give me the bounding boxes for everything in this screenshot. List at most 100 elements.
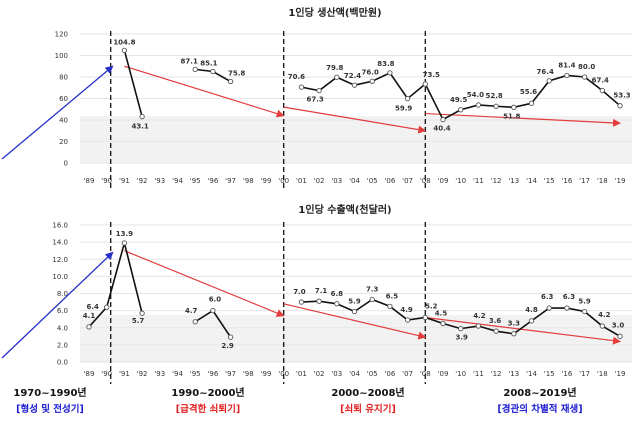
data-label: 53.3 — [613, 92, 630, 100]
data-label: 43.1 — [131, 123, 148, 131]
x-tick-label: '17 — [579, 177, 590, 185]
x-tick-label: '99 — [261, 370, 272, 378]
data-point — [458, 325, 464, 332]
growth-arrow — [1, 251, 114, 359]
period-description: [경관의 차별적 재생] — [497, 403, 582, 415]
x-tick-label: '06 — [384, 177, 395, 185]
x-tick-label: '12 — [491, 370, 502, 378]
data-point — [298, 84, 305, 90]
data-point — [387, 303, 393, 309]
x-tick-label: '08 — [420, 177, 431, 185]
data-label: 13.9 — [116, 230, 133, 238]
y-tick-label: 20 — [59, 138, 68, 146]
x-tick-label: '89 — [84, 370, 95, 378]
data-point — [564, 72, 570, 79]
data-label: 4.8 — [525, 306, 538, 314]
y-tick-label: 6.0 — [57, 307, 68, 315]
x-tick-label: '13 — [508, 177, 519, 185]
x-tick-label: '19 — [615, 177, 626, 185]
x-tick-label: '17 — [579, 370, 590, 378]
x-tick-label: '12 — [491, 177, 502, 185]
data-point — [121, 47, 128, 53]
data-point — [210, 307, 216, 314]
x-tick-label: '03 — [331, 370, 342, 378]
data-point — [227, 78, 234, 85]
x-tick-label: '97 — [225, 370, 236, 378]
x-tick-label: '98 — [243, 370, 254, 378]
period-description: [쇠퇴 유지기] — [340, 403, 396, 415]
period-legend: 1970~1990년 [형성 및 전성기] 1990~2000년 [급격한 쇠퇴… — [13, 386, 582, 415]
data-label: 4.5 — [435, 309, 448, 317]
x-tick-label: '04 — [349, 370, 360, 378]
data-label: 67.3 — [306, 96, 323, 104]
data-point — [581, 74, 588, 80]
data-point — [369, 296, 375, 303]
data-label: 104.8 — [113, 38, 135, 46]
data-label: 54.0 — [467, 91, 484, 99]
data-label: 3.0 — [612, 321, 625, 329]
x-tick-label: '05 — [367, 177, 378, 185]
data-label: 5.9 — [348, 297, 361, 305]
x-tick-label: '93 — [154, 370, 165, 378]
data-point — [404, 317, 411, 323]
data-label: 76.0 — [362, 68, 379, 76]
data-label: 51.8 — [503, 112, 520, 120]
data-label: 70.6 — [288, 73, 305, 81]
data-label: 49.5 — [450, 96, 467, 104]
data-point — [493, 103, 499, 109]
data-point — [528, 100, 535, 106]
data-point — [86, 324, 92, 330]
x-tick-label: '16 — [561, 370, 572, 378]
trend-arrow — [283, 303, 427, 340]
x-tick-label: '04 — [349, 177, 360, 185]
y-tick-label: 0.0 — [57, 359, 68, 367]
data-point — [104, 304, 110, 310]
background-band — [80, 116, 632, 163]
x-tick-label: '97 — [225, 177, 236, 185]
x-tick-label: '06 — [384, 370, 395, 378]
data-point — [546, 305, 552, 311]
data-label: 4.2 — [598, 311, 611, 319]
x-tick-label: '95 — [190, 177, 201, 185]
data-point — [334, 74, 340, 80]
chart-production-per-capita: 1인당 생산액(백만원) 0 20 40 60 80 100 120 '89 '90 '91 '92… — [1, 6, 632, 190]
data-label: 81.4 — [558, 61, 575, 69]
data-point — [298, 299, 305, 305]
data-point — [599, 323, 605, 329]
y-tick-label: 4.0 — [57, 324, 68, 332]
x-tick-label: '98 — [243, 177, 254, 185]
x-tick-label: '07 — [402, 370, 413, 378]
x-tick-label: '02 — [314, 177, 325, 185]
x-tick-label: '92 — [137, 177, 148, 185]
trend-arrow — [124, 65, 285, 118]
x-tick-label: '09 — [438, 370, 449, 378]
x-tick-label: '09 — [438, 177, 449, 185]
data-point — [351, 308, 358, 315]
chart-title: 1인당 수출액(천달러) — [298, 203, 391, 216]
data-point — [404, 95, 411, 102]
x-tick-label: '16 — [561, 177, 572, 185]
x-tick-label: '15 — [544, 177, 555, 185]
data-point — [528, 318, 535, 324]
chart-export-per-capita: 1인당 수출액(천달러) 0.0 2.0 4.0 6.0 8.0 10.0 12.0 14.0… — [1, 203, 632, 384]
data-label: 73.5 — [423, 71, 440, 79]
data-point — [351, 82, 358, 88]
chart-title: 1인당 생산액(백만원) — [288, 6, 381, 19]
data-label: 3.6 — [489, 317, 502, 325]
data-point — [511, 104, 517, 110]
data-label: 6.8 — [331, 290, 344, 298]
data-label: 7.1 — [315, 287, 328, 295]
y-tick-label: 120 — [55, 31, 68, 39]
data-label: 2.9 — [221, 342, 234, 350]
data-label: 6.5 — [386, 292, 399, 300]
data-label: 7.0 — [293, 288, 306, 296]
data-label: 80.0 — [578, 63, 595, 71]
y-tick-label: 10.0 — [52, 273, 68, 281]
data-point — [511, 331, 517, 337]
y-tick-label: 80 — [59, 74, 68, 82]
trend-arrow — [124, 250, 285, 317]
x-tick-label: '11 — [473, 177, 484, 185]
series-line — [88, 239, 143, 328]
trend-arrow — [425, 112, 621, 127]
data-point — [334, 301, 340, 307]
